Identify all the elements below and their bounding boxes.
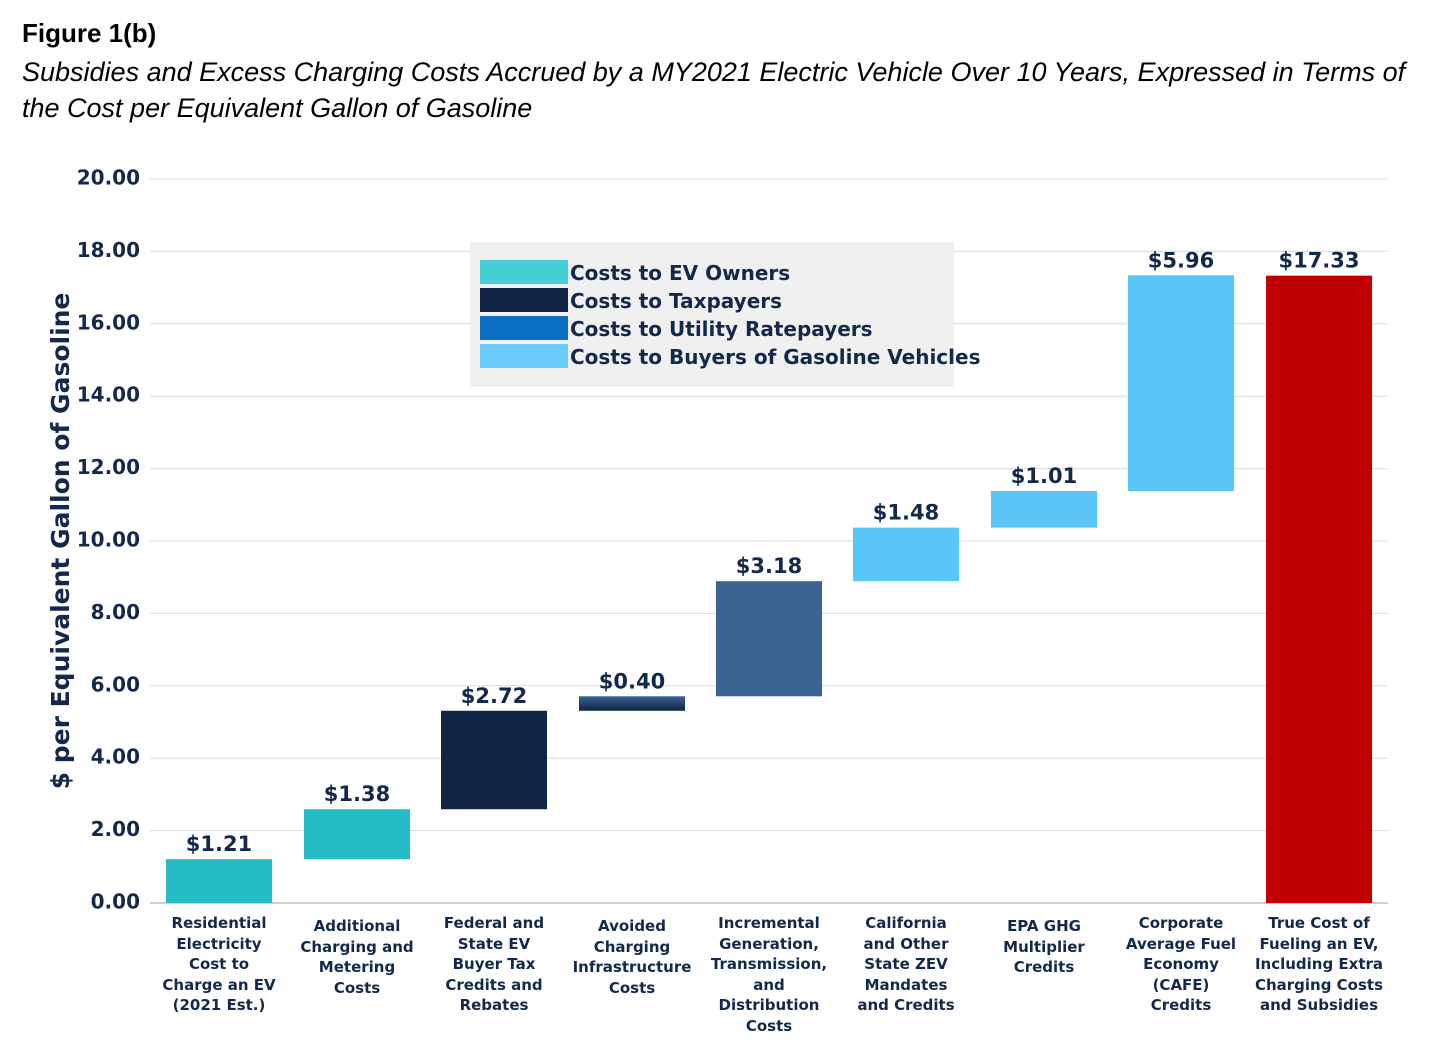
figure-title: Subsidies and Excess Charging Costs Accr… [22,57,1406,123]
bar [579,696,685,711]
y-tick-label: 4.00 [91,745,140,769]
bar [853,527,959,582]
y-tick-label: 8.00 [91,600,140,624]
category-label-line: Infrastructure [572,958,692,976]
category-label-line: California [865,914,947,932]
data-label: $0.40 [599,669,665,693]
legend-label: Costs to EV Owners [570,261,791,285]
legend-swatch [480,344,568,368]
legend-label: Costs to Utility Ratepayers [570,317,873,341]
category-label-line: Mandates [864,975,948,994]
category-label-line: (CAFE) [1152,975,1210,994]
bar [1128,275,1234,492]
bar [304,809,410,860]
category-label-line: State ZEV [864,955,948,973]
category-label: Avoided Charging Infrastructure Costs [564,916,700,998]
category-label-line: and [753,975,785,994]
category-label-line: Average Fuel [1125,934,1237,953]
y-tick-label: 18.00 [77,238,140,262]
category-label-line: Corporate [1138,914,1224,932]
y-tick-label: 16.00 [77,310,140,334]
category-label: Federal and State EV Buyer Tax Credits and R… [426,913,562,1016]
data-label: $2.72 [461,684,527,708]
category-label-line: Credits [1150,996,1212,1014]
data-label: $1.21 [186,832,252,856]
category-label-line: Federal and [443,914,545,932]
bar [441,710,547,810]
category-label-line: Costs [608,978,656,997]
category-label-line: Multiplier [1003,937,1085,956]
category-label-line: Costs [333,978,381,997]
y-tick-label: 12.00 [77,455,140,479]
category-label: Corporate Average Fuel Economy (CAFE) Credit… [1113,913,1249,1016]
y-axis-label: $ per Equivalent Gallon of Gasoline [46,293,75,790]
y-axis-ticks: 0.00 2.00 4.00 6.00 8.00 10.00 12.00 14.00 16.00… [77,166,140,914]
data-label: $1.38 [324,782,390,806]
category-label-line: (2021 Est.) [172,996,266,1014]
category-label-line: Fueling an EV, [1259,934,1379,953]
legend-swatch [480,260,568,284]
category-label: EPA GHG Multiplier Credits [976,916,1112,978]
category-label-line: Buyer Tax [452,955,536,973]
category-label: Incremental Generation, Transmission, and Di… [701,913,837,1036]
category-label-line: Charging and [300,937,414,956]
legend-swatch [480,316,568,340]
category-label-line: Rebates [459,996,529,1014]
y-tick-label: 6.00 [91,672,140,696]
category-label-line: Additional [313,917,401,935]
data-label: $17.33 [1278,249,1359,273]
category-label-line: and Other [863,934,949,953]
bar [1266,275,1372,903]
legend: Costs to EV Owners Costs to Taxpayers Cost… [470,242,981,387]
y-tick-label: 2.00 [91,817,140,841]
data-label: $1.48 [873,501,939,525]
category-label-line: Electricity [176,934,262,953]
category-label-line: Charging Costs [1254,975,1384,994]
data-label: $5.96 [1148,248,1214,272]
category-label: True Cost of Fueling an EV, Including Extr… [1251,913,1387,1016]
category-label-line: Avoided [598,917,666,935]
bar [991,491,1097,528]
y-tick-label: 0.00 [91,890,140,914]
category-label-line: Charge an EV [162,975,276,994]
category-label-line: Charging [593,937,671,956]
category-label-line: True Cost of [1268,914,1370,932]
category-label-line: Credits [1013,958,1075,976]
category-label-line: and Subsidies [1259,996,1379,1014]
data-label: $3.18 [736,554,802,578]
data-labels: $1.21 $1.38 $2.72 $0.40 $3.18 $1.48 $1.01 $5.96… [186,248,1360,856]
category-label-line: Transmission, [710,955,828,973]
bars [166,275,1372,903]
category-label-line: and Credits [857,996,955,1014]
figure-label: Figure 1(b) [22,18,157,48]
bar [716,581,822,697]
category-label: Additional Charging and Metering Costs [289,916,425,998]
category-label-line: Generation, [719,934,819,953]
bar [166,859,272,903]
category-label-line: EPA GHG [1007,917,1081,935]
category-label-line: Cost to [188,955,250,973]
category-label-line: Metering [318,958,396,976]
category-label-line: Distribution [718,996,820,1014]
category-label: California and Other State ZEV Mandates and … [838,913,974,1016]
legend-label: Costs to Taxpayers [570,289,783,313]
y-tick-label: 20.00 [77,166,140,190]
y-tick-label: 14.00 [77,383,140,407]
legend-swatch [480,288,568,312]
category-label-line: Incremental [718,914,820,932]
category-label-line: Residential [171,914,267,932]
category-label: Residential Electricity Cost to Charge an E… [151,913,287,1016]
category-label-line: Costs [745,1016,793,1035]
category-label-line: State EV [457,934,531,953]
category-label-line: Including Extra [1254,955,1384,973]
y-tick-label: 10.00 [77,528,140,552]
category-label-line: Economy [1143,955,1219,973]
data-label: $1.01 [1011,464,1077,488]
legend-label: Costs to Buyers of Gasoline Vehicles [570,345,981,369]
category-label-line: Credits and [445,975,543,994]
